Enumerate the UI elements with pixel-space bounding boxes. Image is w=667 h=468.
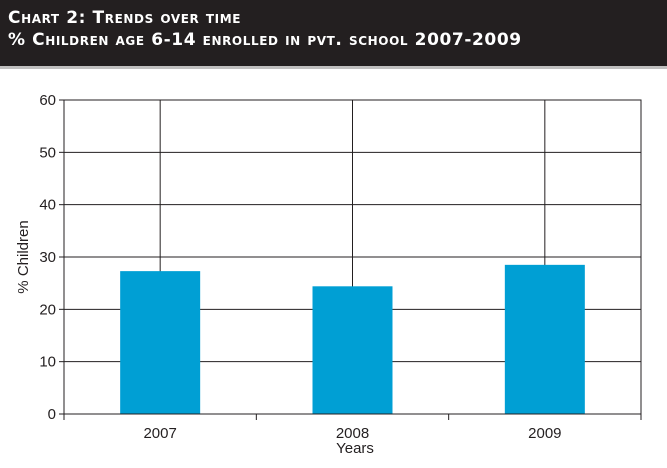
x-tick-label: 2009 — [528, 425, 561, 442]
bar-2008 — [312, 286, 393, 414]
x-tick-label: 2008 — [336, 425, 369, 442]
header-divider — [0, 66, 667, 69]
y-tick-label: 0 — [48, 406, 56, 423]
chart-title-line-2: % Children age 6-14 enrolled in pvt. sch… — [8, 30, 522, 50]
y-tick-label: 60 — [39, 92, 56, 109]
y-tick-label: 50 — [39, 144, 56, 161]
bar-2007 — [120, 271, 201, 414]
y-axis-label: % Children — [15, 220, 32, 293]
y-tick-label: 20 — [39, 301, 56, 318]
y-tick-label: 10 — [39, 354, 56, 371]
plot-frame — [63, 99, 642, 415]
y-tick-label: 40 — [39, 197, 56, 214]
y-tick-labels: 0 10 20 30 40 50 60 — [39, 92, 56, 423]
bar-2009 — [504, 264, 585, 414]
x-tick-label: 2007 — [143, 425, 176, 442]
chart-title-line-1: Chart 2: Trends over time — [8, 8, 242, 28]
chart-header: Chart 2: Trends over time % Children age… — [0, 0, 667, 66]
chart-axes — [59, 99, 642, 420]
chart-bars — [120, 264, 585, 414]
x-axis-label: Years — [336, 440, 374, 457]
x-tick-labels: 2007 2008 2009 — [143, 425, 561, 442]
y-tick-label: 30 — [39, 249, 56, 266]
